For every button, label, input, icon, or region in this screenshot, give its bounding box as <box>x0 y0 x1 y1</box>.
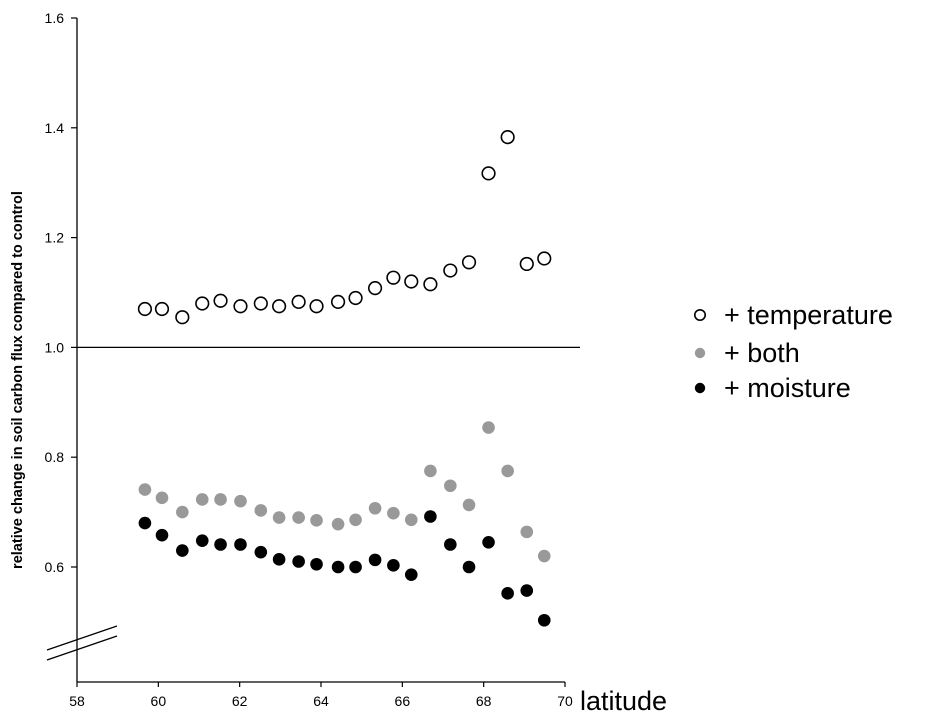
data-point <box>195 493 209 506</box>
data-point <box>537 613 551 627</box>
data-point <box>462 560 476 574</box>
y-tick-label: 0.8 <box>45 449 65 465</box>
data-point <box>331 560 345 574</box>
data-point <box>254 504 268 517</box>
data-point <box>214 538 227 551</box>
data-point <box>444 538 457 551</box>
y-tick-label: 1.0 <box>45 339 65 355</box>
data-point <box>520 525 534 539</box>
x-tick-label: 64 <box>313 693 329 709</box>
x-tick-label: 62 <box>232 693 248 709</box>
data-point <box>387 559 400 572</box>
data-point <box>291 294 306 309</box>
data-point <box>501 464 514 478</box>
x-tick-label: 66 <box>395 693 411 709</box>
x-tick-label: 68 <box>476 693 492 709</box>
data-point <box>195 534 209 547</box>
data-point <box>404 274 419 289</box>
data-point <box>330 294 346 309</box>
legend-label: + both <box>724 338 800 368</box>
data-point <box>154 301 170 317</box>
data-point <box>310 514 323 527</box>
data-point <box>423 277 438 292</box>
data-point <box>292 555 305 568</box>
data-point <box>234 494 247 508</box>
data-point <box>155 491 169 505</box>
data-point <box>404 513 418 527</box>
series-0 <box>137 130 552 325</box>
data-point <box>176 505 189 519</box>
data-points <box>137 130 552 627</box>
data-point <box>331 517 345 531</box>
x-tick-label: 70 <box>557 693 573 709</box>
x-axis-label: latitude <box>580 686 667 716</box>
data-point <box>155 528 169 542</box>
data-point <box>137 301 153 317</box>
y-tick-label: 1.4 <box>45 120 65 136</box>
data-point <box>386 270 401 285</box>
data-point <box>368 553 382 567</box>
legend-marker <box>693 308 706 321</box>
data-point <box>481 166 496 181</box>
data-point <box>537 251 552 266</box>
data-point <box>138 483 152 496</box>
data-point <box>195 296 210 311</box>
data-point <box>253 296 268 311</box>
data-point <box>444 479 457 493</box>
data-point <box>424 464 437 478</box>
data-point <box>537 549 551 563</box>
data-point <box>254 545 268 559</box>
legend-label: + temperature <box>724 300 893 330</box>
y-tick-label: 0.6 <box>45 559 65 575</box>
data-point <box>349 560 362 574</box>
axis-break-mark <box>46 635 118 661</box>
y-axis-label: relative change in soil carbon flux comp… <box>10 191 26 569</box>
data-point <box>234 538 247 551</box>
x-tick-label: 58 <box>69 693 85 709</box>
data-point <box>272 553 286 566</box>
legend-label: + moisture <box>724 373 851 403</box>
data-point <box>404 568 418 581</box>
legend: + temperature + both + moisture <box>693 300 893 403</box>
x-tick-label: 60 <box>151 693 167 709</box>
data-point <box>292 511 305 524</box>
data-point <box>272 299 287 314</box>
data-point <box>310 557 323 571</box>
series-1 <box>138 421 551 563</box>
data-point <box>461 255 477 270</box>
y-tick-label: 1.6 <box>45 10 65 26</box>
axis-break-mark <box>46 625 118 651</box>
data-point <box>176 544 189 557</box>
data-point <box>233 299 248 314</box>
data-point <box>138 516 152 530</box>
data-point <box>368 501 382 515</box>
data-point <box>482 421 495 434</box>
y-tick-label: 1.2 <box>45 230 65 246</box>
data-point <box>482 535 495 549</box>
legend-marker <box>694 382 706 394</box>
data-point <box>500 130 515 145</box>
data-point <box>214 493 227 506</box>
data-point <box>175 310 190 325</box>
data-point <box>348 290 363 306</box>
legend-marker <box>694 347 706 359</box>
data-point <box>424 510 437 523</box>
data-point <box>309 299 324 314</box>
data-point <box>349 513 362 527</box>
data-point <box>501 587 514 600</box>
data-point <box>367 281 383 296</box>
axes: 0.6 0.8 1.0 1.2 1.4 1.6 58 60 62 64 66 68 70 <box>45 10 580 709</box>
data-point <box>272 511 286 524</box>
data-point <box>462 498 476 512</box>
data-point <box>519 256 534 272</box>
series-2 <box>138 510 551 627</box>
data-point <box>213 293 228 308</box>
data-point <box>443 263 458 278</box>
data-point <box>520 584 534 597</box>
data-point <box>387 506 400 520</box>
